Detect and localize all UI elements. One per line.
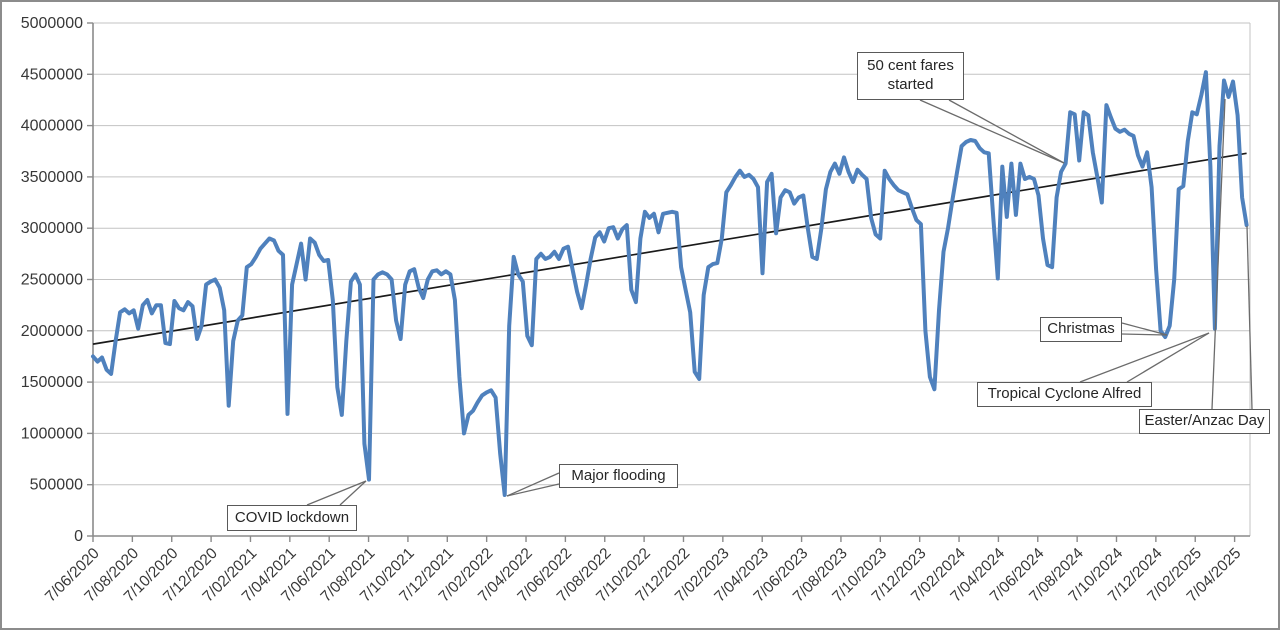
y-axis-label: 1000000 (21, 425, 83, 442)
series-line (91, 70, 1249, 497)
y-axis-label: 2000000 (21, 323, 83, 340)
y-axis-label: 3500000 (21, 169, 83, 186)
trend-line (92, 152, 1247, 345)
y-axis-label: 3000000 (21, 220, 83, 237)
callout-line (506, 483, 560, 497)
annotation-covid-lockdown: COVID lockdown (227, 505, 357, 531)
annotation-50-cent-fares: 50 cent fares started (857, 52, 964, 100)
callout-line (1126, 332, 1210, 383)
callout-line (1121, 333, 1168, 336)
y-axis-label: 4000000 (21, 118, 83, 135)
annotation-christmas: Christmas (1040, 317, 1122, 342)
callout-line (919, 99, 1065, 164)
annotation-easter-anzac-day: Easter/Anzac Day (1139, 409, 1270, 434)
y-axis-label: 1500000 (21, 374, 83, 391)
y-axis-label: 2500000 (21, 272, 83, 289)
y-axis-label: 500000 (30, 477, 83, 494)
callout-line (1121, 322, 1168, 336)
annotation-tropical-cyclone-alfred: Tropical Cyclone Alfred (977, 382, 1152, 407)
y-axis-label: 0 (74, 528, 83, 545)
callout-line (1211, 98, 1226, 410)
callout-line (506, 472, 560, 497)
callout-line (306, 480, 367, 506)
annotation-major-flooding: Major flooding (559, 464, 678, 488)
callout-line (339, 480, 367, 506)
callout-line (948, 99, 1065, 164)
y-axis-label: 5000000 (21, 15, 83, 32)
callout-line (1246, 225, 1253, 410)
y-axis-label: 4500000 (21, 66, 83, 83)
callout-line (1079, 332, 1210, 383)
